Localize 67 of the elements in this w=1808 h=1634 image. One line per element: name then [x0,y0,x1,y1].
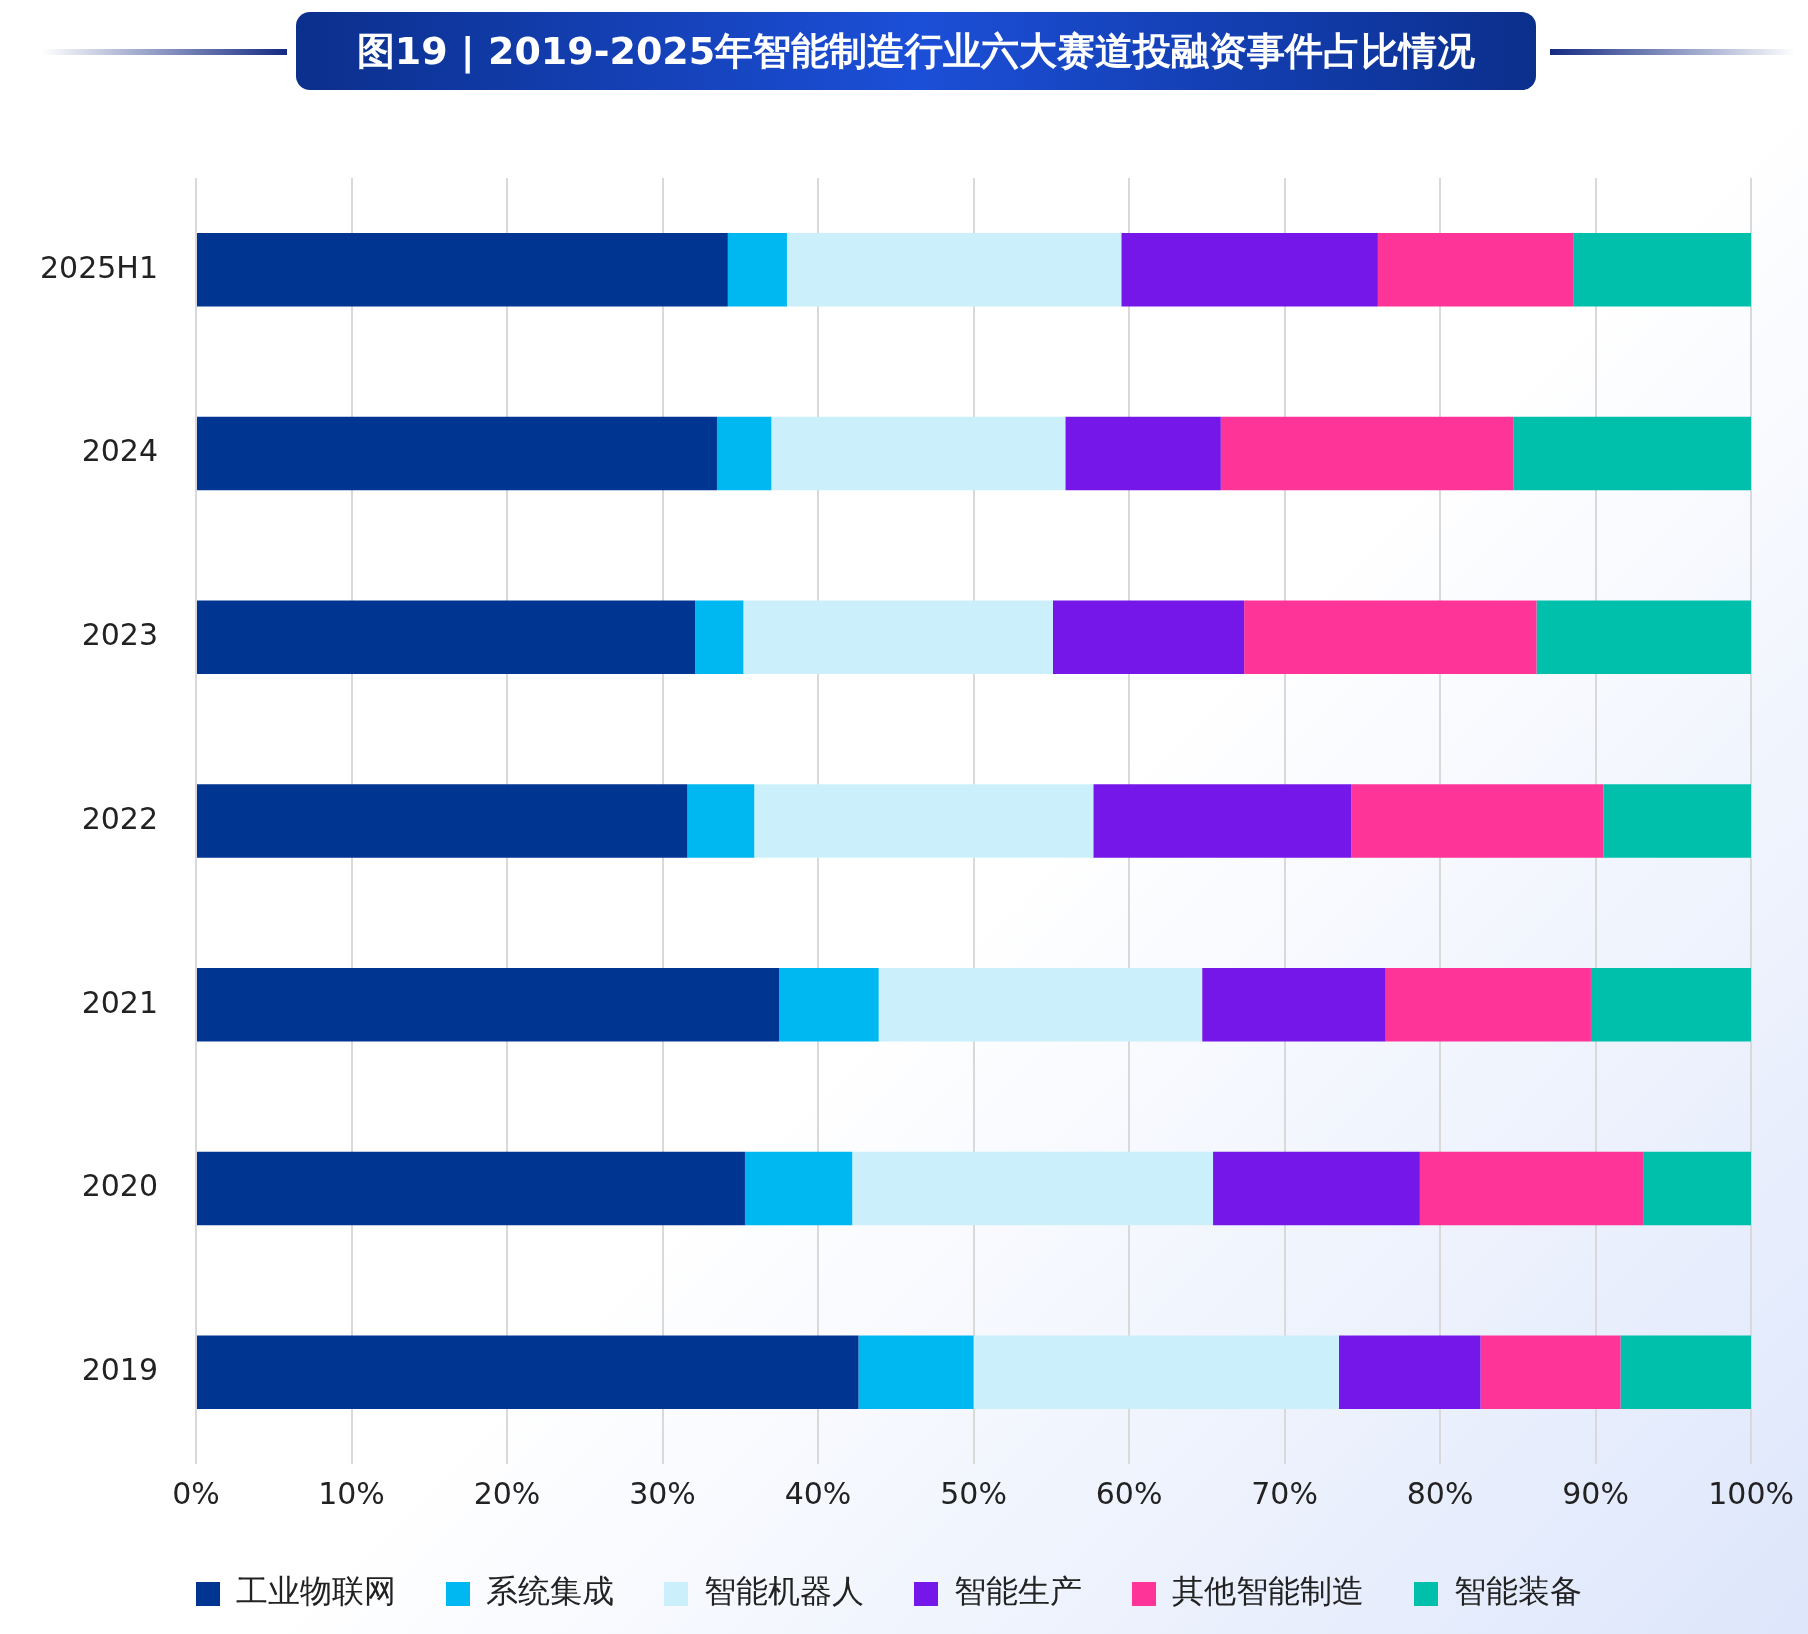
bar [1213,1151,1420,1226]
bar [754,784,1094,858]
bar [878,967,1203,1042]
x-tick-label: 100% [1708,1475,1795,1511]
bar [1603,784,1752,858]
bar [1351,784,1604,858]
bar [695,600,744,675]
x-tick-label: 70% [1251,1475,1318,1511]
x-tick-label: 20% [473,1475,541,1511]
bar [1339,1335,1481,1409]
y-tick-label: 2022 [81,800,158,836]
chart-title: 图19 | 2019-2025年智能制造行业六大赛道投融资事件占比情况 [296,12,1536,90]
x-tick-label: 50% [940,1475,1007,1511]
bar [1202,967,1386,1042]
bar [1065,416,1221,491]
bar [852,1151,1214,1226]
y-tick-label: 2023 [81,617,158,653]
bar [687,784,755,858]
x-tick-label: 30% [629,1475,696,1511]
bar [196,1151,745,1226]
bar [196,416,717,491]
bar [196,600,696,675]
bar [196,967,780,1042]
bar [786,233,1122,307]
bar [771,416,1066,491]
bar [1385,967,1591,1042]
bar [1513,416,1752,491]
bar [1220,416,1514,491]
legend-label: 智能机器人 [704,1572,864,1611]
y-tick-label: 2025H1 [39,249,158,285]
bar [727,233,787,307]
bar [1377,233,1574,307]
x-tick-label: 10% [318,1475,385,1511]
legend-label: 工业物联网 [236,1572,396,1611]
bar [1052,600,1245,675]
bar [196,233,728,307]
bar [1419,1151,1644,1226]
legend-label: 智能生产 [954,1572,1082,1611]
y-tick-label: 2024 [81,433,158,469]
legend-label: 智能装备 [1454,1572,1582,1611]
bar [1590,967,1752,1042]
bar [196,784,688,858]
bar [1620,1335,1752,1409]
bar [858,1335,974,1409]
x-tick-label: 40% [784,1475,852,1511]
bar [779,967,879,1042]
bar [1536,600,1752,675]
bar [1244,600,1537,675]
x-tick-label: 90% [1562,1475,1629,1511]
bar [716,416,772,491]
bar [1573,233,1752,307]
y-tick-label: 2019 [81,1351,158,1387]
legend-label: 系统集成 [486,1572,614,1611]
bar [1480,1335,1621,1409]
x-tick-label: 80% [1406,1475,1474,1511]
bar [743,600,1053,675]
legend-label: 其他智能制造 [1172,1572,1364,1611]
x-tick-label: 60% [1095,1475,1163,1511]
bar [1093,784,1352,858]
y-tick-label: 2021 [81,984,158,1020]
y-tick-label: 2020 [81,1168,158,1204]
bar [744,1151,853,1226]
bar [1121,233,1378,307]
bar [196,1335,859,1409]
bar [973,1335,1340,1409]
x-tick-label: 0% [172,1475,220,1511]
bar [1643,1151,1752,1226]
